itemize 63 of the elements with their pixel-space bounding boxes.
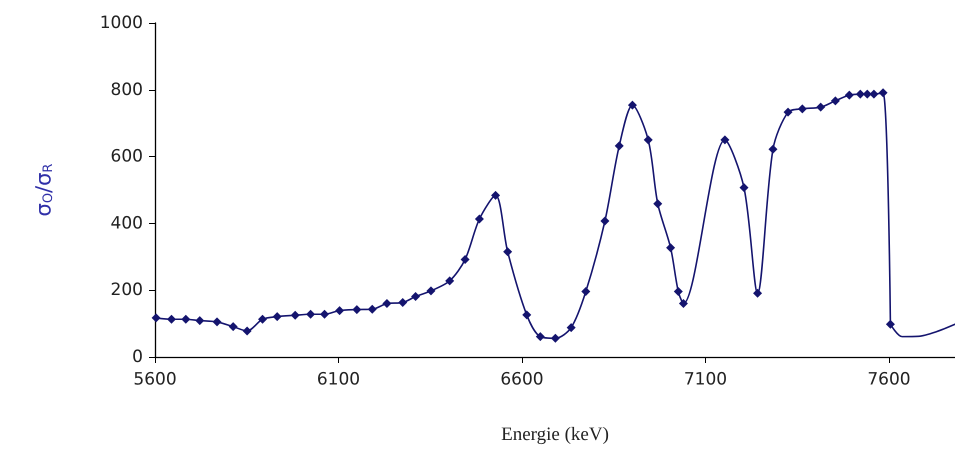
point	[474, 214, 484, 224]
point	[212, 317, 222, 326]
point	[550, 334, 560, 343]
x-tick-label: 7600	[867, 370, 911, 390]
point	[753, 288, 762, 298]
point	[306, 310, 316, 319]
point	[678, 299, 688, 308]
point	[536, 332, 545, 342]
point	[628, 100, 637, 110]
y-tick-label: 800	[110, 80, 143, 100]
point	[272, 312, 282, 322]
point	[844, 90, 854, 100]
point	[862, 90, 872, 99]
point	[290, 310, 300, 320]
point	[503, 247, 512, 256]
y-tick-label: 200	[110, 280, 143, 300]
point	[335, 306, 344, 316]
point	[666, 243, 676, 252]
point	[152, 313, 161, 322]
point	[460, 254, 470, 264]
point	[181, 314, 190, 324]
point	[720, 135, 730, 144]
point	[830, 96, 840, 106]
point	[522, 310, 532, 320]
point	[242, 326, 252, 336]
point	[856, 90, 865, 99]
point	[878, 88, 888, 98]
point	[382, 299, 392, 308]
y-axis-title: σO/σR	[32, 164, 56, 216]
y-tick-label: 400	[110, 213, 143, 234]
point	[600, 216, 610, 226]
point	[368, 304, 377, 314]
point	[491, 190, 500, 200]
point	[320, 310, 330, 319]
point	[398, 298, 408, 308]
point	[426, 286, 436, 296]
point	[258, 314, 268, 324]
point	[411, 292, 420, 302]
x-tick-label: 6100	[316, 370, 360, 390]
point	[581, 287, 590, 296]
point	[228, 322, 238, 332]
point	[352, 305, 362, 314]
x-tick-label: 6600	[500, 370, 544, 390]
y-tick-label: 600	[110, 146, 143, 167]
x-tick-label: 7100	[684, 370, 728, 390]
point	[768, 144, 778, 154]
point	[798, 104, 807, 114]
point	[674, 287, 683, 296]
point	[653, 199, 662, 208]
y-tick-label: 0	[132, 347, 143, 367]
x-tick-label: 5600	[133, 370, 177, 390]
point	[167, 314, 176, 324]
x-axis-title: Energie (keV)	[501, 424, 609, 445]
point	[816, 102, 826, 112]
point	[445, 276, 454, 286]
point	[644, 135, 653, 144]
point	[739, 183, 748, 192]
point	[784, 108, 793, 117]
point	[566, 323, 576, 332]
y-tick-label: 1000	[100, 13, 143, 33]
point	[886, 320, 895, 329]
point	[614, 141, 624, 150]
point	[195, 316, 204, 326]
